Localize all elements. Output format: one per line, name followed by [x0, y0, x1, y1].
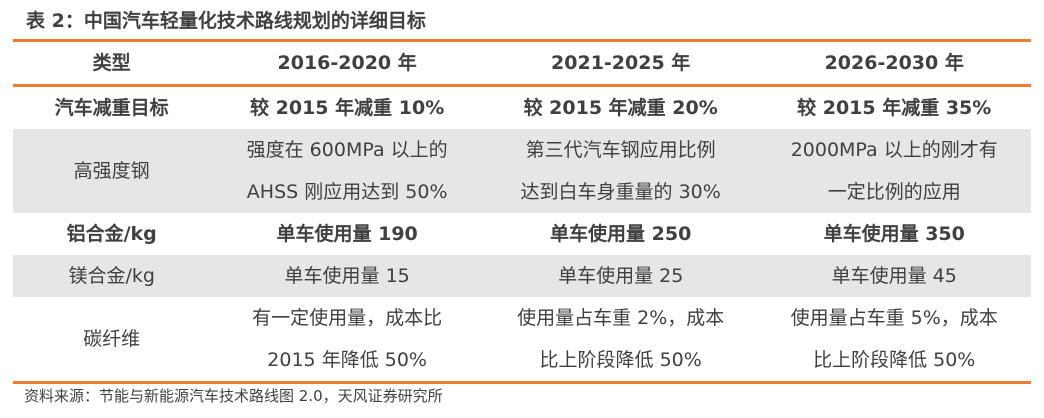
cell-line: 一定比例的应用: [827, 181, 961, 203]
cell-line: 使用量占车重 5%，成本: [790, 307, 998, 329]
cell: 较 2015 年减重 20%: [523, 97, 718, 119]
table-title: 表 2：中国汽车轻量化技术路线规划的详细目标: [26, 10, 426, 32]
cell: 单车使用量 45: [757, 255, 1031, 297]
cell: 使用量占车重 5%，成本 比上阶段降低 50%: [757, 297, 1031, 384]
table-row: 铝合金/kg 单车使用量 190 单车使用量 250 单车使用量 350: [13, 213, 1031, 255]
row-type: 汽车减重目标: [54, 97, 169, 119]
targets-table: 类型 2016-2020 年 2021-2025 年 2026-2030 年 汽…: [13, 39, 1031, 384]
table-row: 高强度钢 强度在 600MPa 以上的 AHSS 刚应用达到 50% 第三代汽车钢…: [13, 129, 1031, 213]
cell-line: 第三代汽车钢应用比例: [525, 139, 716, 161]
cell: 单车使用量 250: [550, 223, 692, 245]
cell: 单车使用量 15: [210, 255, 484, 297]
cell: 单车使用量 350: [823, 223, 965, 245]
table-row: 汽车减重目标 较 2015 年减重 10% 较 2015 年减重 20% 较 2…: [13, 86, 1031, 130]
header-period-1: 2016-2020 年: [210, 39, 484, 87]
header-type: 类型: [13, 39, 211, 87]
row-type: 高强度钢: [13, 129, 211, 213]
cell: 单车使用量 25: [483, 255, 758, 297]
cell-line: 2015 年降低 50%: [267, 349, 427, 371]
cell: 第三代汽车钢应用比例 达到白车身重量的 30%: [483, 129, 758, 213]
header-period-2: 2021-2025 年: [483, 39, 758, 87]
row-type: 镁合金/kg: [13, 255, 211, 297]
cell: 较 2015 年减重 10%: [250, 97, 445, 119]
cell-line: AHSS 刚应用达到 50%: [246, 181, 448, 203]
source-note: 资料来源：节能与新能源汽车技术路线图 2.0，天风证券研究所: [24, 387, 443, 405]
cell-line: 强度在 600MPa 以上的: [246, 139, 448, 161]
cell-line: 比上阶段降低 50%: [813, 349, 976, 371]
cell: 2000MPa 以上的刚才有 一定比例的应用: [757, 129, 1031, 213]
table-row: 镁合金/kg 单车使用量 15 单车使用量 25 单车使用量 45: [13, 255, 1031, 297]
cell-line: 2000MPa 以上的刚才有: [790, 139, 998, 161]
cell: 有一定使用量，成本比 2015 年降低 50%: [210, 297, 484, 384]
cell: 使用量占车重 2%，成本 比上阶段降低 50%: [483, 297, 758, 384]
table-row: 碳纤维 有一定使用量，成本比 2015 年降低 50% 使用量占车重 2%，成本比…: [13, 297, 1031, 384]
table-header-row: 类型 2016-2020 年 2021-2025 年 2026-2030 年: [13, 39, 1031, 87]
row-type: 铝合金/kg: [66, 223, 157, 245]
cell-line: 使用量占车重 2%，成本: [517, 307, 725, 329]
cell-line: 有一定使用量，成本比: [252, 307, 443, 329]
cell: 强度在 600MPa 以上的 AHSS 刚应用达到 50%: [210, 129, 484, 213]
cell-line: 达到白车身重量的 30%: [520, 181, 721, 203]
header-period-3: 2026-2030 年: [757, 39, 1031, 87]
cell: 较 2015 年减重 35%: [797, 97, 992, 119]
cell: 单车使用量 190: [276, 223, 418, 245]
row-type: 碳纤维: [13, 297, 211, 384]
cell-line: 比上阶段降低 50%: [539, 349, 702, 371]
